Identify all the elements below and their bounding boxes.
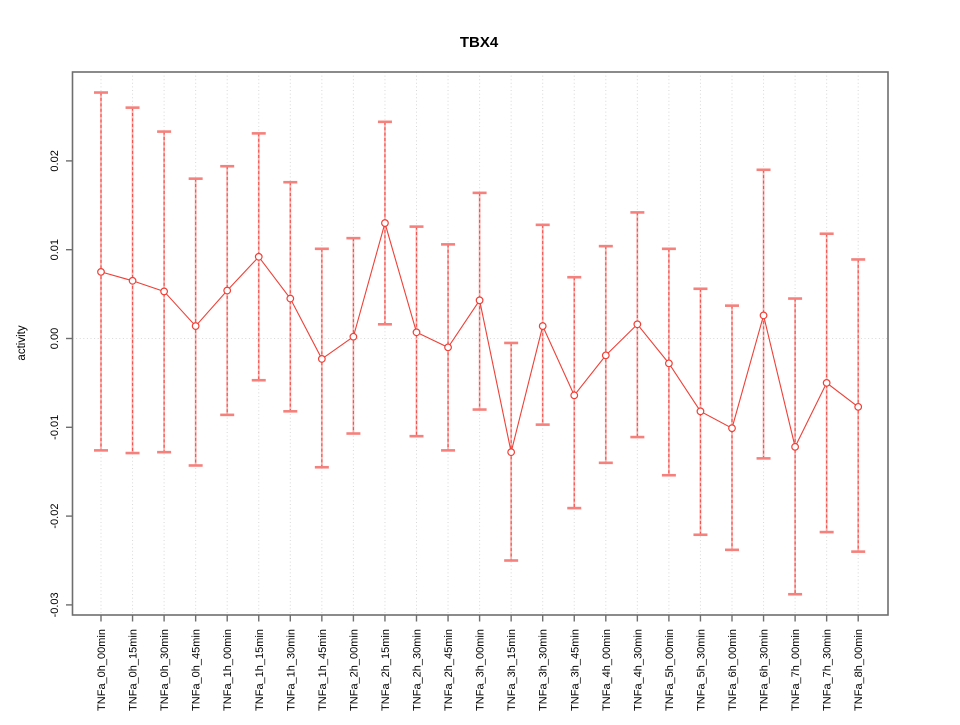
plot-area: 0.02 0.01 0.00 -0.01 -0.02 -0.03 TNFa_0h_00min… [49, 71, 889, 711]
data-point-marker [97, 268, 105, 276]
x-tick-label: TNFa_1h_00min [222, 629, 234, 711]
data-point-marker [160, 287, 169, 296]
data-point-marker [791, 442, 799, 451]
data-point-marker [759, 311, 768, 320]
x-tick-label: TNFa_0h_45min [191, 629, 203, 711]
data-point-marker [223, 286, 232, 295]
x-tick-label: TNFa_4h_30min [632, 629, 644, 711]
x-tick-label: TNFa_4h_00min [601, 629, 613, 711]
data-point-marker [728, 424, 736, 433]
x-tick-label: TNFa_3h_15min [506, 629, 518, 711]
data-point-marker [412, 328, 421, 337]
data-point-marker [381, 219, 389, 227]
x-tick-label: TNFa_8h_00min [853, 629, 865, 711]
x-tick-label: TNFa_3h_45min [569, 629, 581, 711]
x-tick-label: TNFa_7h_00min [790, 629, 802, 711]
data-point-marker [191, 322, 200, 330]
x-tick-label: TNFa_1h_30min [285, 629, 297, 711]
data-point-marker [507, 448, 516, 457]
x-tick-label: TNFa_6h_00min [727, 629, 739, 711]
data-point-marker [601, 351, 610, 360]
data-point-marker [317, 355, 326, 363]
x-tick-label: TNFa_3h_00min [475, 629, 487, 711]
data-point-marker [444, 343, 452, 352]
x-tick-label: TNFa_0h_15min [128, 629, 140, 711]
x-tick-label: TNFa_2h_00min [348, 629, 360, 711]
y-tick-label: 0.01 [49, 239, 61, 260]
x-tick-label: TNFa_0h_30min [159, 629, 171, 711]
x-tick-label: TNFa_2h_15min [380, 629, 392, 711]
data-point-marker [538, 322, 547, 330]
x-tick-label: TNFa_5h_00min [664, 629, 676, 711]
data-point-marker [286, 294, 295, 303]
data-point-marker [128, 276, 137, 285]
x-tick-label: TNFa_6h_30min [759, 629, 771, 711]
x-tick-label: TNFa_2h_45min [443, 629, 455, 711]
x-tick-label: TNFa_3h_30min [538, 629, 550, 711]
y-tick-label: -0.02 [49, 504, 61, 529]
x-tick-label: TNFa_1h_45min [317, 629, 329, 711]
y-axis-label: activity [16, 325, 28, 360]
y-tick-label: 0.02 [49, 150, 61, 171]
data-point-marker [633, 320, 642, 329]
data-point-marker [696, 407, 705, 416]
y-tick-label: -0.01 [49, 415, 61, 440]
y-tick-label: 0.00 [49, 328, 61, 349]
data-point-marker [854, 402, 863, 411]
data-point-marker [570, 391, 579, 400]
x-tick-label: TNFa_1h_15min [254, 629, 266, 711]
x-tick-label: TNFa_5h_30min [695, 629, 707, 711]
y-tick-label: -0.03 [49, 592, 61, 617]
x-tick-label: TNFa_7h_30min [822, 629, 834, 711]
data-point-marker [822, 379, 831, 387]
chart-title: TBX4 [460, 34, 499, 51]
x-tick-label: TNFa_0h_00min [96, 629, 108, 711]
data-point-marker [665, 359, 673, 368]
data-point-marker [349, 332, 358, 341]
data-point-marker [254, 252, 263, 261]
x-tick-label: TNFa_2h_30min [412, 629, 424, 711]
data-point-marker [475, 296, 484, 305]
